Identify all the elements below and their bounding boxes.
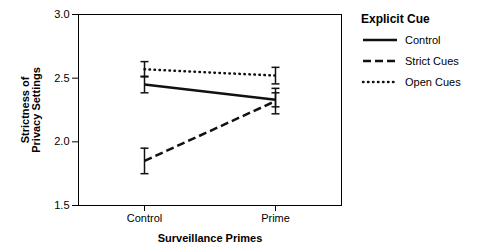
html-text:Explicit Cue: Explicit Cue (361, 12, 430, 26)
svg-text:Prime: Prime (261, 212, 290, 224)
svg-text:Surveillance Primes: Surveillance Primes (158, 232, 263, 244)
svg-text:Control: Control (127, 212, 162, 224)
svg-text:2.0: 2.0 (54, 135, 69, 147)
svg-text:1.5: 1.5 (54, 199, 69, 211)
svg-text:Strictness ofPrivacy Settings: Strictness ofPrivacy Settings (19, 67, 42, 153)
svg-text:2.5: 2.5 (54, 72, 69, 84)
html-text:Open Cues: Open Cues (405, 76, 461, 88)
html-text:Strict Cues: Strict Cues (405, 55, 459, 67)
html-text:Control: Control (405, 34, 441, 46)
svg-text:3.0: 3.0 (54, 8, 69, 20)
